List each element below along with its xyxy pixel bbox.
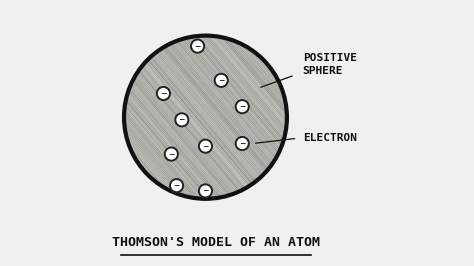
Text: −: − bbox=[168, 149, 174, 159]
Circle shape bbox=[191, 40, 204, 53]
Circle shape bbox=[215, 74, 228, 87]
Text: −: − bbox=[179, 115, 185, 124]
Circle shape bbox=[199, 140, 212, 153]
Text: −: − bbox=[239, 139, 246, 148]
Text: −: − bbox=[160, 89, 167, 98]
Text: −: − bbox=[218, 76, 224, 85]
Text: ELECTRON: ELECTRON bbox=[303, 133, 356, 143]
Text: −: − bbox=[202, 186, 209, 196]
Circle shape bbox=[165, 147, 178, 161]
Circle shape bbox=[175, 113, 188, 126]
Circle shape bbox=[199, 184, 212, 197]
Text: −: − bbox=[239, 102, 246, 111]
Text: −: − bbox=[194, 42, 201, 51]
Text: THOMSON'S MODEL OF AN ATOM: THOMSON'S MODEL OF AN ATOM bbox=[112, 236, 320, 249]
Circle shape bbox=[124, 36, 287, 199]
Circle shape bbox=[170, 179, 183, 192]
Text: POSITIVE
SPHERE: POSITIVE SPHERE bbox=[303, 53, 356, 76]
Text: −: − bbox=[173, 181, 180, 190]
Circle shape bbox=[236, 100, 249, 113]
Circle shape bbox=[236, 137, 249, 150]
Circle shape bbox=[157, 87, 170, 100]
Text: −: − bbox=[202, 142, 209, 151]
